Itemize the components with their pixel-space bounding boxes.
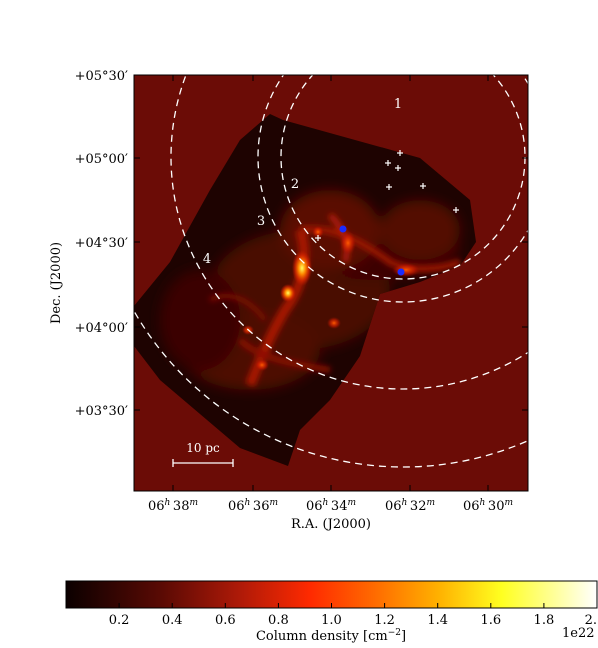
region-label-2: 2	[291, 177, 299, 192]
column-density-map	[134, 114, 476, 466]
contour-circle-1	[280, 75, 526, 280]
scale-bar: 10 pc	[172, 441, 234, 467]
map-panel: 1 2 3 4 10 pc 06h 38m 06h 36m 06h 34m 06h 3…	[49, 69, 529, 532]
blue-markers	[339, 225, 405, 276]
colorbar-tick-label: 0.8	[268, 613, 289, 628]
region-label-3: 3	[257, 214, 265, 229]
star-marker	[453, 207, 459, 213]
y-tick-label: +04°30′	[75, 236, 128, 251]
colorbar-tick-label: 1.0	[321, 613, 342, 628]
scale-bar-label: 10 pc	[186, 441, 220, 455]
star-marker	[397, 150, 403, 156]
star-marker	[385, 160, 391, 166]
star-marker	[420, 183, 426, 189]
colorbar-ticks: 0.2 0.4 0.6 0.8 1.0 1.2 1.4 1.6 1.8 2.	[109, 603, 598, 628]
star-marker	[386, 184, 392, 190]
star-markers	[315, 150, 459, 241]
colorbar-tick-label: 1.8	[534, 613, 555, 628]
y-axis-ticks: +05°30′ +05°00′ +04°30′ +04°00′ +03°30′	[75, 69, 528, 419]
x-tick-label: 06h 34m	[306, 498, 356, 514]
region-label-4: 4	[203, 252, 211, 267]
shell-contours	[134, 75, 528, 468]
colorbar-tick-label: 1.4	[427, 613, 448, 628]
y-tick-label: +05°00′	[75, 152, 128, 167]
region-label-1: 1	[394, 97, 402, 112]
contour-circle-4	[134, 309, 528, 468]
y-axis-label: Dec. (J2000)	[49, 242, 64, 324]
star-marker	[395, 165, 401, 171]
x-tick-label: 06h 38m	[148, 498, 198, 514]
blue-marker	[397, 268, 405, 276]
colorbar-tick-label: 1.6	[480, 613, 501, 628]
colorbar-label-close: ]	[401, 629, 406, 644]
blue-marker	[339, 225, 347, 233]
y-tick-label: +05°30′	[75, 69, 128, 84]
contour-circle-3	[170, 75, 528, 390]
colorbar: 0.2 0.4 0.6 0.8 1.0 1.2 1.4 1.6 1.8 2. Column den…	[65, 580, 598, 644]
colorbar-label-exponent: −2	[388, 628, 401, 638]
star-marker	[315, 235, 321, 241]
y-tick-label: +03°30′	[75, 404, 128, 419]
x-tick-label: 06h 32m	[385, 498, 435, 514]
x-axis-label: R.A. (J2000)	[291, 517, 371, 532]
x-tick-label: 06h 30m	[463, 498, 513, 514]
y-tick-label: +04°00′	[75, 321, 128, 336]
colorbar-tick-label: 0.2	[109, 613, 130, 628]
colorbar-offset-text: 1e22	[562, 626, 595, 641]
region-labels: 1 2 3 4	[203, 97, 402, 267]
colorbar-tick-label: 2.	[585, 613, 597, 628]
x-axis-ticks: 06h 38m 06h 36m 06h 34m 06h 32m 06h 30m	[148, 75, 513, 514]
colorbar-tick-label: 1.2	[374, 613, 395, 628]
x-tick-label: 06h 36m	[228, 498, 278, 514]
colorbar-label-main: Column density [cm	[256, 629, 388, 644]
colorbar-tick-label: 0.4	[162, 613, 183, 628]
colorbar-label: Column density [cm−2]	[256, 628, 406, 644]
colorbar-tick-label: 0.6	[215, 613, 236, 628]
